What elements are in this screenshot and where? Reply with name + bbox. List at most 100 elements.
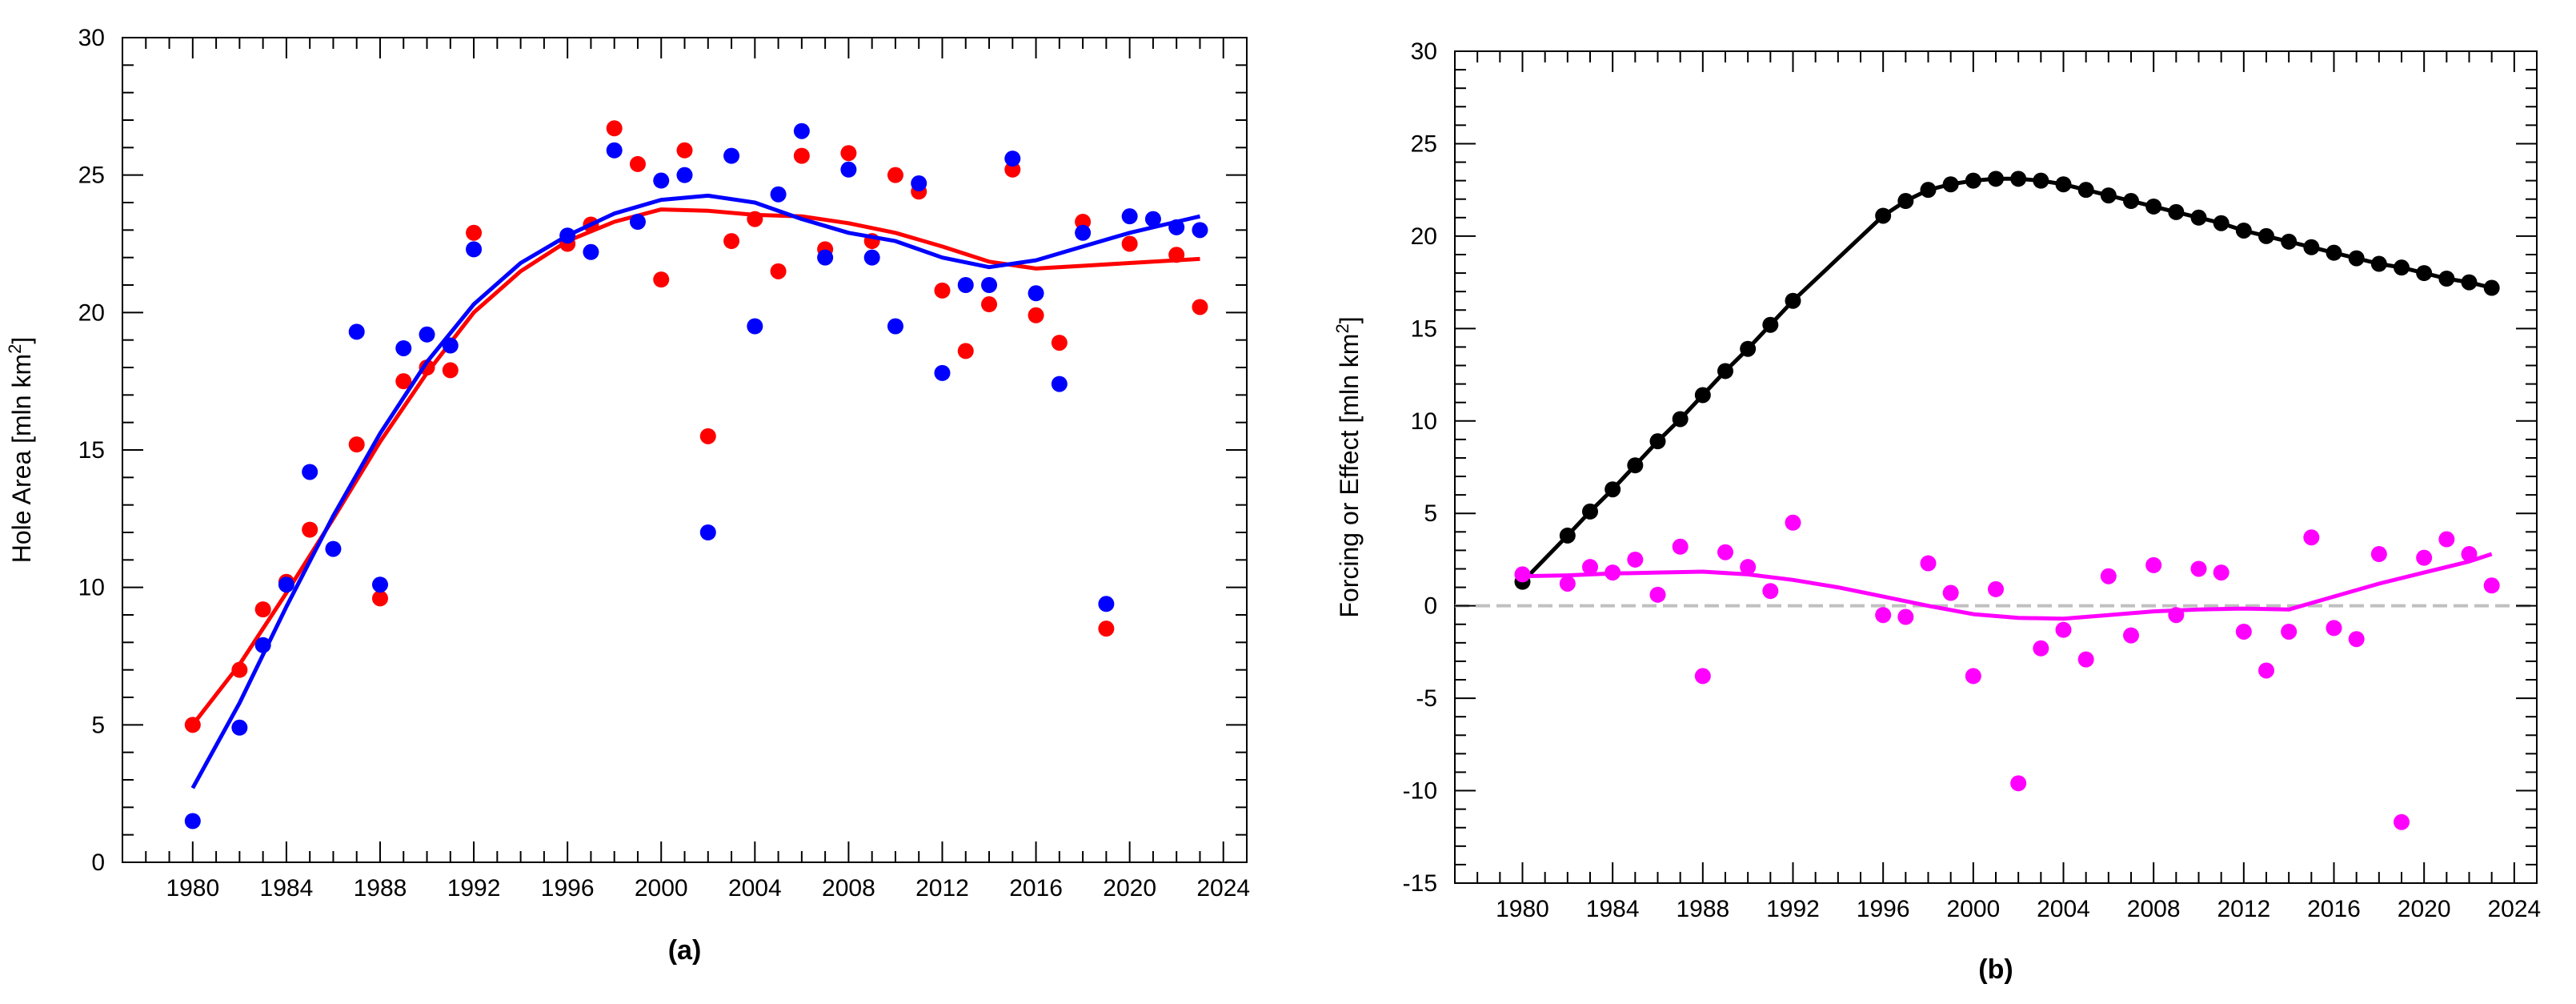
data-point-blue bbox=[863, 249, 880, 266]
y-axis-label: Forcing or Effect [mln km2] bbox=[1332, 316, 1364, 617]
x-tick-label: 2008 bbox=[822, 875, 875, 902]
y-tick-label: 15 bbox=[78, 437, 105, 464]
data-point-forcing bbox=[2416, 265, 2433, 282]
x-tick-label: 2000 bbox=[635, 875, 688, 902]
data-point-effect bbox=[1604, 564, 1621, 581]
panel-label: (b) bbox=[1978, 954, 2013, 985]
panel-label: (a) bbox=[668, 935, 702, 966]
data-point-blue bbox=[981, 277, 998, 293]
data-point-effect bbox=[2235, 623, 2252, 640]
data-point-effect bbox=[2213, 564, 2229, 581]
y-tick-label: 5 bbox=[1424, 500, 1437, 527]
x-tick-label: 2024 bbox=[2487, 896, 2541, 922]
x-tick-label: 1996 bbox=[1857, 896, 1910, 922]
x-tick-label: 1988 bbox=[1676, 896, 1729, 922]
smooth-curve-blue bbox=[190, 193, 1201, 789]
data-point-forcing bbox=[1582, 503, 1598, 520]
data-point-effect bbox=[1988, 580, 2004, 597]
data-point-red bbox=[1028, 307, 1044, 323]
x-tick-label: 1992 bbox=[1766, 896, 1820, 922]
data-point-effect bbox=[1649, 586, 1666, 603]
y-axis-label-superscript: 2 bbox=[5, 344, 25, 354]
data-point-blue bbox=[699, 524, 716, 540]
data-point-red bbox=[934, 282, 951, 299]
data-point-effect bbox=[1740, 559, 1757, 576]
data-point-red bbox=[1098, 620, 1115, 637]
data-point-blue bbox=[606, 142, 623, 159]
data-point-forcing bbox=[1649, 433, 1666, 450]
data-point-forcing bbox=[1740, 340, 1757, 357]
data-point-effect bbox=[2077, 651, 2094, 668]
data-point-effect bbox=[1762, 583, 1779, 600]
x-tick-label: 2004 bbox=[2037, 896, 2090, 922]
y-axis-label-superscript: 2 bbox=[1332, 323, 1352, 333]
data-point-blue bbox=[184, 813, 201, 829]
data-point-red bbox=[840, 145, 857, 162]
data-point-blue bbox=[419, 326, 435, 343]
x-tick-label: 2016 bbox=[1009, 875, 1063, 902]
data-point-blue bbox=[629, 214, 646, 231]
data-point-effect bbox=[1694, 668, 1711, 685]
data-point-effect bbox=[2033, 640, 2049, 657]
data-point-red bbox=[184, 717, 201, 733]
data-point-forcing bbox=[1672, 411, 1689, 428]
x-tick-label: 1984 bbox=[260, 875, 314, 902]
x-tick-label: 2016 bbox=[2307, 896, 2361, 922]
data-point-effect bbox=[2461, 546, 2478, 563]
data-point-blue bbox=[466, 241, 483, 258]
data-point-blue bbox=[278, 576, 294, 593]
data-point-effect bbox=[2348, 631, 2365, 648]
y-tick-label: -15 bbox=[1403, 870, 1437, 897]
data-point-effect bbox=[1627, 551, 1644, 568]
data-point-effect bbox=[2168, 607, 2185, 624]
data-point-effect bbox=[2483, 577, 2500, 594]
y-tick-label: 25 bbox=[1411, 131, 1437, 157]
y-tick-label: 0 bbox=[1424, 593, 1437, 620]
data-point-forcing bbox=[1762, 316, 1779, 333]
data-point-red bbox=[302, 521, 318, 538]
data-point-red bbox=[676, 142, 693, 159]
y-tick-label: -5 bbox=[1416, 685, 1437, 712]
data-point-effect bbox=[1514, 566, 1531, 583]
data-point-forcing bbox=[2190, 209, 2207, 226]
data-point-forcing bbox=[2055, 176, 2072, 193]
data-point-forcing bbox=[2370, 255, 2387, 272]
data-point-red bbox=[723, 233, 740, 250]
x-tick-label: 1984 bbox=[1586, 896, 1640, 922]
y-tick-label: 10 bbox=[1411, 408, 1437, 435]
data-point-blue bbox=[1168, 219, 1185, 235]
data-point-blue bbox=[442, 337, 459, 354]
data-point-effect bbox=[2010, 775, 2027, 792]
data-point-red bbox=[395, 373, 412, 390]
data-point-blue bbox=[1004, 151, 1021, 167]
data-point-blue bbox=[1192, 222, 1208, 239]
data-point-effect bbox=[1875, 607, 1892, 624]
data-point-effect bbox=[2190, 560, 2207, 577]
data-point-blue bbox=[371, 576, 388, 593]
x-tick-label: 1988 bbox=[354, 875, 407, 902]
y-tick-label: 20 bbox=[1411, 223, 1437, 250]
data-point-effect bbox=[1582, 559, 1598, 576]
data-point-blue bbox=[676, 167, 693, 183]
x-tick-label: 1992 bbox=[447, 875, 501, 902]
x-tick-label: 2000 bbox=[1946, 896, 2000, 922]
data-point-red bbox=[981, 296, 998, 313]
y-axis-label-end: ] bbox=[1335, 316, 1364, 323]
data-point-forcing bbox=[1559, 527, 1576, 544]
x-tick-label: 2024 bbox=[1196, 875, 1250, 902]
x-tick-label: 2012 bbox=[915, 875, 969, 902]
data-point-blue bbox=[817, 249, 834, 266]
data-point-effect bbox=[2281, 623, 2298, 640]
smooth-curve-effect bbox=[1522, 552, 2493, 621]
data-point-blue bbox=[302, 464, 318, 480]
y-tick-label: 0 bbox=[91, 849, 105, 876]
data-point-forcing bbox=[1942, 176, 1959, 193]
data-point-forcing bbox=[2461, 274, 2478, 291]
data-point-blue bbox=[1051, 375, 1068, 392]
data-point-effect bbox=[1785, 514, 1801, 531]
data-point-forcing bbox=[1920, 182, 1937, 199]
data-point-blue bbox=[1121, 208, 1138, 225]
data-point-red bbox=[442, 362, 459, 379]
data-point-forcing bbox=[2258, 227, 2274, 244]
data-point-red bbox=[1051, 335, 1068, 351]
